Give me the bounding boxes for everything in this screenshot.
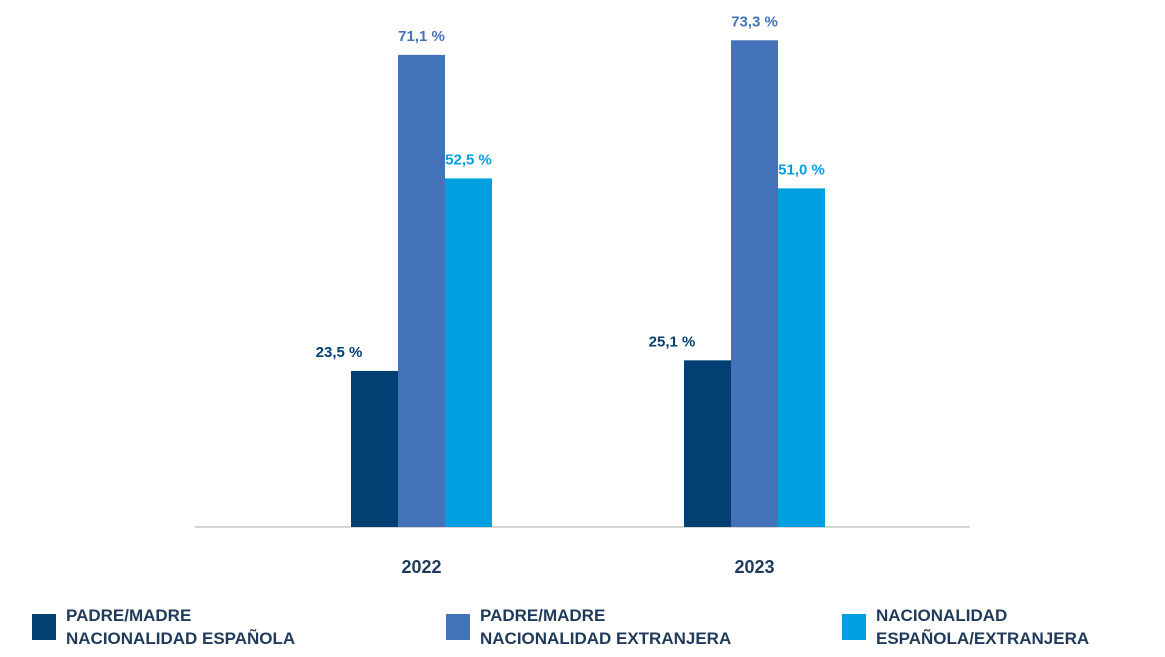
value-label: 52,5 % (445, 151, 492, 168)
bar (731, 40, 778, 528)
legend-swatch (446, 614, 470, 640)
bar (398, 54, 445, 528)
legend-label: PADRE/MADRE NACIONALIDAD ESPAÑOLA (66, 606, 296, 648)
legend-item: NACIONALIDAD ESPAÑOLA/EXTRANJERA (842, 604, 1089, 650)
bar (778, 188, 825, 528)
value-label: 71,1 % (398, 28, 445, 45)
legend-label: NACIONALIDAD ESPAÑOLA/EXTRANJERA (876, 606, 1090, 648)
legend-swatch (842, 614, 866, 640)
value-label: 25,1 % (649, 333, 696, 350)
legend-item: PADRE/MADRE NACIONALIDAD ESPAÑOLA (32, 604, 295, 650)
value-label: 23,5 % (316, 344, 363, 361)
bar (445, 178, 492, 527)
bar (684, 360, 731, 527)
bar (351, 370, 398, 527)
x-tick-label: 2022 (401, 557, 441, 577)
value-label: 51,0 % (778, 161, 825, 178)
legend-item: PADRE/MADRE NACIONALIDAD EXTRANJERA (446, 604, 731, 650)
legend-label: PADRE/MADRE NACIONALIDAD EXTRANJERA (480, 606, 732, 648)
value-label: 73,3 % (731, 13, 778, 30)
x-tick-label: 2023 (734, 557, 774, 577)
legend-swatch (32, 614, 56, 640)
chart: 2022 23,5 % 71,1 % 52,5 % 2023 25,1 % 73,3 % 51… (195, 13, 970, 577)
